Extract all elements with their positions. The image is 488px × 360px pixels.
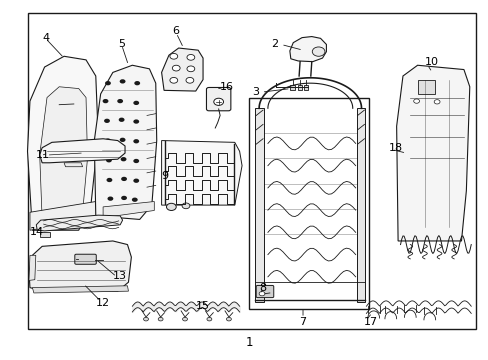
- Bar: [249, 98, 368, 309]
- Polygon shape: [289, 37, 326, 62]
- Circle shape: [226, 318, 231, 321]
- Bar: [417, 80, 434, 94]
- Text: 7: 7: [299, 317, 306, 327]
- Circle shape: [121, 157, 126, 161]
- Circle shape: [133, 101, 139, 105]
- Polygon shape: [32, 286, 128, 293]
- Text: 4: 4: [42, 33, 49, 43]
- Circle shape: [143, 318, 148, 321]
- Bar: [304, 85, 308, 90]
- Text: 15: 15: [195, 301, 209, 311]
- Polygon shape: [161, 140, 242, 205]
- Polygon shape: [396, 65, 469, 241]
- Polygon shape: [40, 139, 125, 163]
- Circle shape: [102, 99, 108, 103]
- Circle shape: [121, 196, 127, 200]
- Bar: [27, 13, 475, 329]
- Polygon shape: [29, 255, 36, 280]
- Text: 17: 17: [363, 317, 377, 327]
- Text: 14: 14: [30, 227, 44, 237]
- Text: 5: 5: [118, 39, 124, 49]
- Text: 8: 8: [259, 283, 265, 293]
- Polygon shape: [36, 215, 122, 231]
- Circle shape: [132, 198, 138, 202]
- Polygon shape: [30, 202, 98, 230]
- Text: 11: 11: [36, 150, 50, 160]
- Circle shape: [169, 53, 177, 59]
- Text: 18: 18: [387, 143, 402, 153]
- Circle shape: [413, 99, 419, 103]
- Circle shape: [158, 318, 163, 321]
- Text: 13: 13: [113, 271, 126, 281]
- Circle shape: [105, 81, 111, 85]
- FancyBboxPatch shape: [75, 254, 96, 264]
- Text: 12: 12: [96, 298, 110, 308]
- Circle shape: [172, 65, 180, 71]
- Circle shape: [133, 179, 139, 183]
- Circle shape: [107, 197, 113, 201]
- Polygon shape: [27, 56, 98, 230]
- Circle shape: [106, 158, 112, 162]
- Polygon shape: [64, 163, 82, 167]
- Text: 16: 16: [220, 82, 234, 92]
- Circle shape: [182, 318, 187, 321]
- Polygon shape: [29, 241, 131, 291]
- Circle shape: [133, 159, 139, 163]
- Text: 3: 3: [252, 87, 259, 97]
- Circle shape: [433, 100, 439, 104]
- Bar: [40, 231, 50, 237]
- Text: 10: 10: [424, 57, 438, 67]
- Circle shape: [259, 292, 264, 296]
- Circle shape: [134, 81, 140, 85]
- Circle shape: [120, 138, 125, 142]
- Circle shape: [312, 47, 325, 56]
- Text: 9: 9: [161, 171, 168, 181]
- Circle shape: [185, 77, 193, 83]
- Polygon shape: [40, 87, 87, 221]
- Polygon shape: [161, 48, 203, 91]
- Circle shape: [206, 318, 211, 321]
- Circle shape: [120, 79, 125, 84]
- Circle shape: [106, 178, 112, 182]
- Polygon shape: [94, 65, 157, 220]
- FancyBboxPatch shape: [206, 87, 230, 111]
- Circle shape: [119, 118, 124, 122]
- Circle shape: [166, 203, 176, 211]
- Bar: [297, 85, 302, 90]
- Text: 2: 2: [271, 39, 278, 49]
- Circle shape: [213, 98, 223, 105]
- Text: 6: 6: [172, 26, 180, 36]
- Circle shape: [105, 138, 111, 143]
- Polygon shape: [356, 108, 365, 302]
- Polygon shape: [103, 202, 154, 218]
- Circle shape: [186, 66, 194, 72]
- Circle shape: [121, 177, 127, 181]
- Circle shape: [186, 54, 194, 60]
- Circle shape: [104, 119, 110, 123]
- Polygon shape: [255, 108, 264, 302]
- Circle shape: [117, 99, 123, 103]
- FancyBboxPatch shape: [256, 285, 273, 298]
- Circle shape: [169, 77, 177, 83]
- Bar: [290, 85, 294, 90]
- Circle shape: [133, 139, 139, 143]
- Circle shape: [182, 203, 189, 209]
- Circle shape: [133, 120, 139, 124]
- Text: 1: 1: [245, 336, 253, 348]
